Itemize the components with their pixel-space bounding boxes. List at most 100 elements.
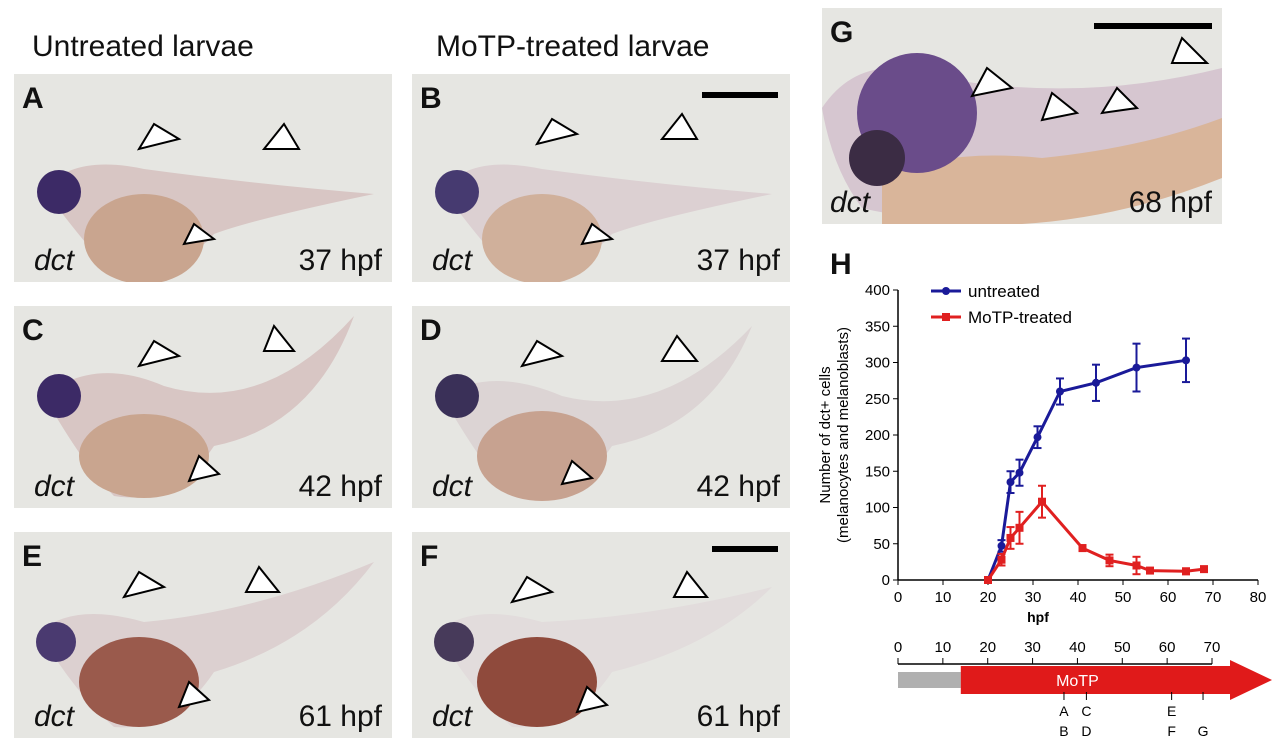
panel-label-f: F [420,540,439,573]
timeline-marker-bottom: G [1198,723,1209,739]
panel-label-h: H [830,248,852,281]
timeline-red-arrow [960,660,1272,700]
panel-d: D dct 42 hpf [412,306,790,508]
gene-label-a: dct [34,244,75,277]
data-point-untreated [997,541,1006,550]
stage-label-a: 37 hpf [298,244,382,277]
timeline-marker-bottom: B [1059,723,1068,739]
panel-e: E dct 61 hpf [14,532,392,738]
data-point-treated [1006,533,1015,542]
chart-area: 0 10 20 30 40 50 60 70 80 0 50 100 150 200 250 300 350 40… [800,240,1280,746]
data-point-treated [1015,523,1024,532]
data-point-treated [1200,565,1208,574]
panel-label-e: E [22,540,43,573]
y-tick-label: 350 [865,318,890,335]
x-tick-label: 10 [935,589,952,606]
larva-image-d [435,326,752,501]
x-tick-label: 30 [1025,589,1042,606]
y-tick-label: 400 [865,282,890,299]
timeline-marker-bottom: D [1081,723,1091,739]
panel-a: A dct 37 hpf [14,74,392,282]
growth-chart: 0 10 20 30 40 50 60 70 8005010015020025030035040… [817,282,1272,739]
treated-column-title: MoTP-treated larvae [436,30,710,63]
larva-image-b [435,112,772,282]
timeline-tick-label: 30 [1024,639,1041,656]
x-tick-label: 0 [894,589,902,606]
y-axis-label-line1: Number of dct+ cells [817,366,834,503]
larva-image-c [37,316,354,498]
x-axis-label: hpf [1027,609,1049,625]
stage-label-e: 61 hpf [298,700,382,733]
panel-label-g: G [830,16,854,49]
larva-image-g [822,36,1222,224]
timeline-tick-label: 50 [1114,639,1131,656]
gene-label-f: dct [432,700,473,733]
y-tick-label: 300 [865,355,890,372]
data-point-untreated [1056,387,1064,396]
larva-image-e [36,562,374,728]
timeline-bar-label: MoTP [1056,673,1099,690]
y-tick-label: 100 [865,500,890,517]
data-point-treated [1038,497,1046,506]
x-tick-label: 70 [1205,589,1222,606]
timeline-tick-label: 20 [979,639,996,656]
legend-marker-1 [942,313,950,321]
panel-c: C dct 42 hpf [14,306,392,508]
panel-label-d: D [420,314,442,347]
legend-label-1: MoTP-treated [968,308,1072,327]
timeline-marker-top: E [1167,703,1176,719]
timeline-grey-bar [898,672,961,688]
timeline-tick-label: 70 [1204,639,1221,656]
data-point-untreated [1132,363,1141,372]
data-point-treated [1146,566,1154,575]
panel-f: F dct 61 hpf [412,532,790,738]
legend-marker-0 [942,287,950,295]
scale-bar-f [712,546,778,552]
timeline-marker-top: A [1059,703,1069,719]
y-tick-label: 50 [873,536,890,553]
y-tick-label: 150 [865,463,890,480]
data-point-untreated [1015,468,1024,477]
x-tick-label: 20 [980,589,997,606]
panel-b: B dct 37 hpf [412,74,790,282]
data-point-treated [997,555,1006,564]
data-point-untreated [1033,433,1042,442]
scale-bar-b [702,92,778,98]
panel-label-a: A [22,82,44,115]
timeline-tick-label: 0 [894,639,902,656]
gene-label-c: dct [34,470,75,503]
gene-label-g: dct [830,186,871,219]
y-tick-label: 0 [882,572,890,589]
data-point-treated [1132,561,1141,570]
timeline-tick-label: 60 [1159,639,1176,656]
data-point-untreated [1006,478,1015,487]
gene-label-d: dct [432,470,473,503]
larva-image-f [434,570,772,728]
stage-label-g: 68 hpf [1128,186,1212,219]
scale-bar-g [1094,23,1212,29]
x-tick-label: 60 [1160,589,1177,606]
stage-label-d: 42 hpf [696,470,780,503]
data-point-untreated [1182,356,1190,365]
timeline-tick-label: 40 [1069,639,1086,656]
data-point-untreated [1092,378,1100,387]
legend-label-0: untreated [968,282,1040,301]
y-axis-label-line2: (melanocytes and melanoblasts) [835,327,852,543]
panel-label-b: B [420,82,442,115]
data-point-treated [1105,556,1114,565]
y-tick-label: 250 [865,391,890,408]
gene-label-e: dct [34,700,75,733]
x-tick-label: 80 [1250,589,1267,606]
panel-label-c: C [22,314,44,347]
data-point-treated [984,576,992,584]
untreated-column-title: Untreated larvae [32,30,254,63]
timeline-marker-bottom: F [1167,723,1176,739]
data-point-treated [1182,567,1190,576]
larva-image-a [37,122,374,282]
panel-g: G dct 68 hpf [822,8,1222,224]
stage-label-c: 42 hpf [298,470,382,503]
x-tick-label: 40 [1070,589,1087,606]
stage-label-b: 37 hpf [696,244,780,277]
timeline-marker-top: C [1081,703,1091,719]
stage-label-f: 61 hpf [696,700,780,733]
